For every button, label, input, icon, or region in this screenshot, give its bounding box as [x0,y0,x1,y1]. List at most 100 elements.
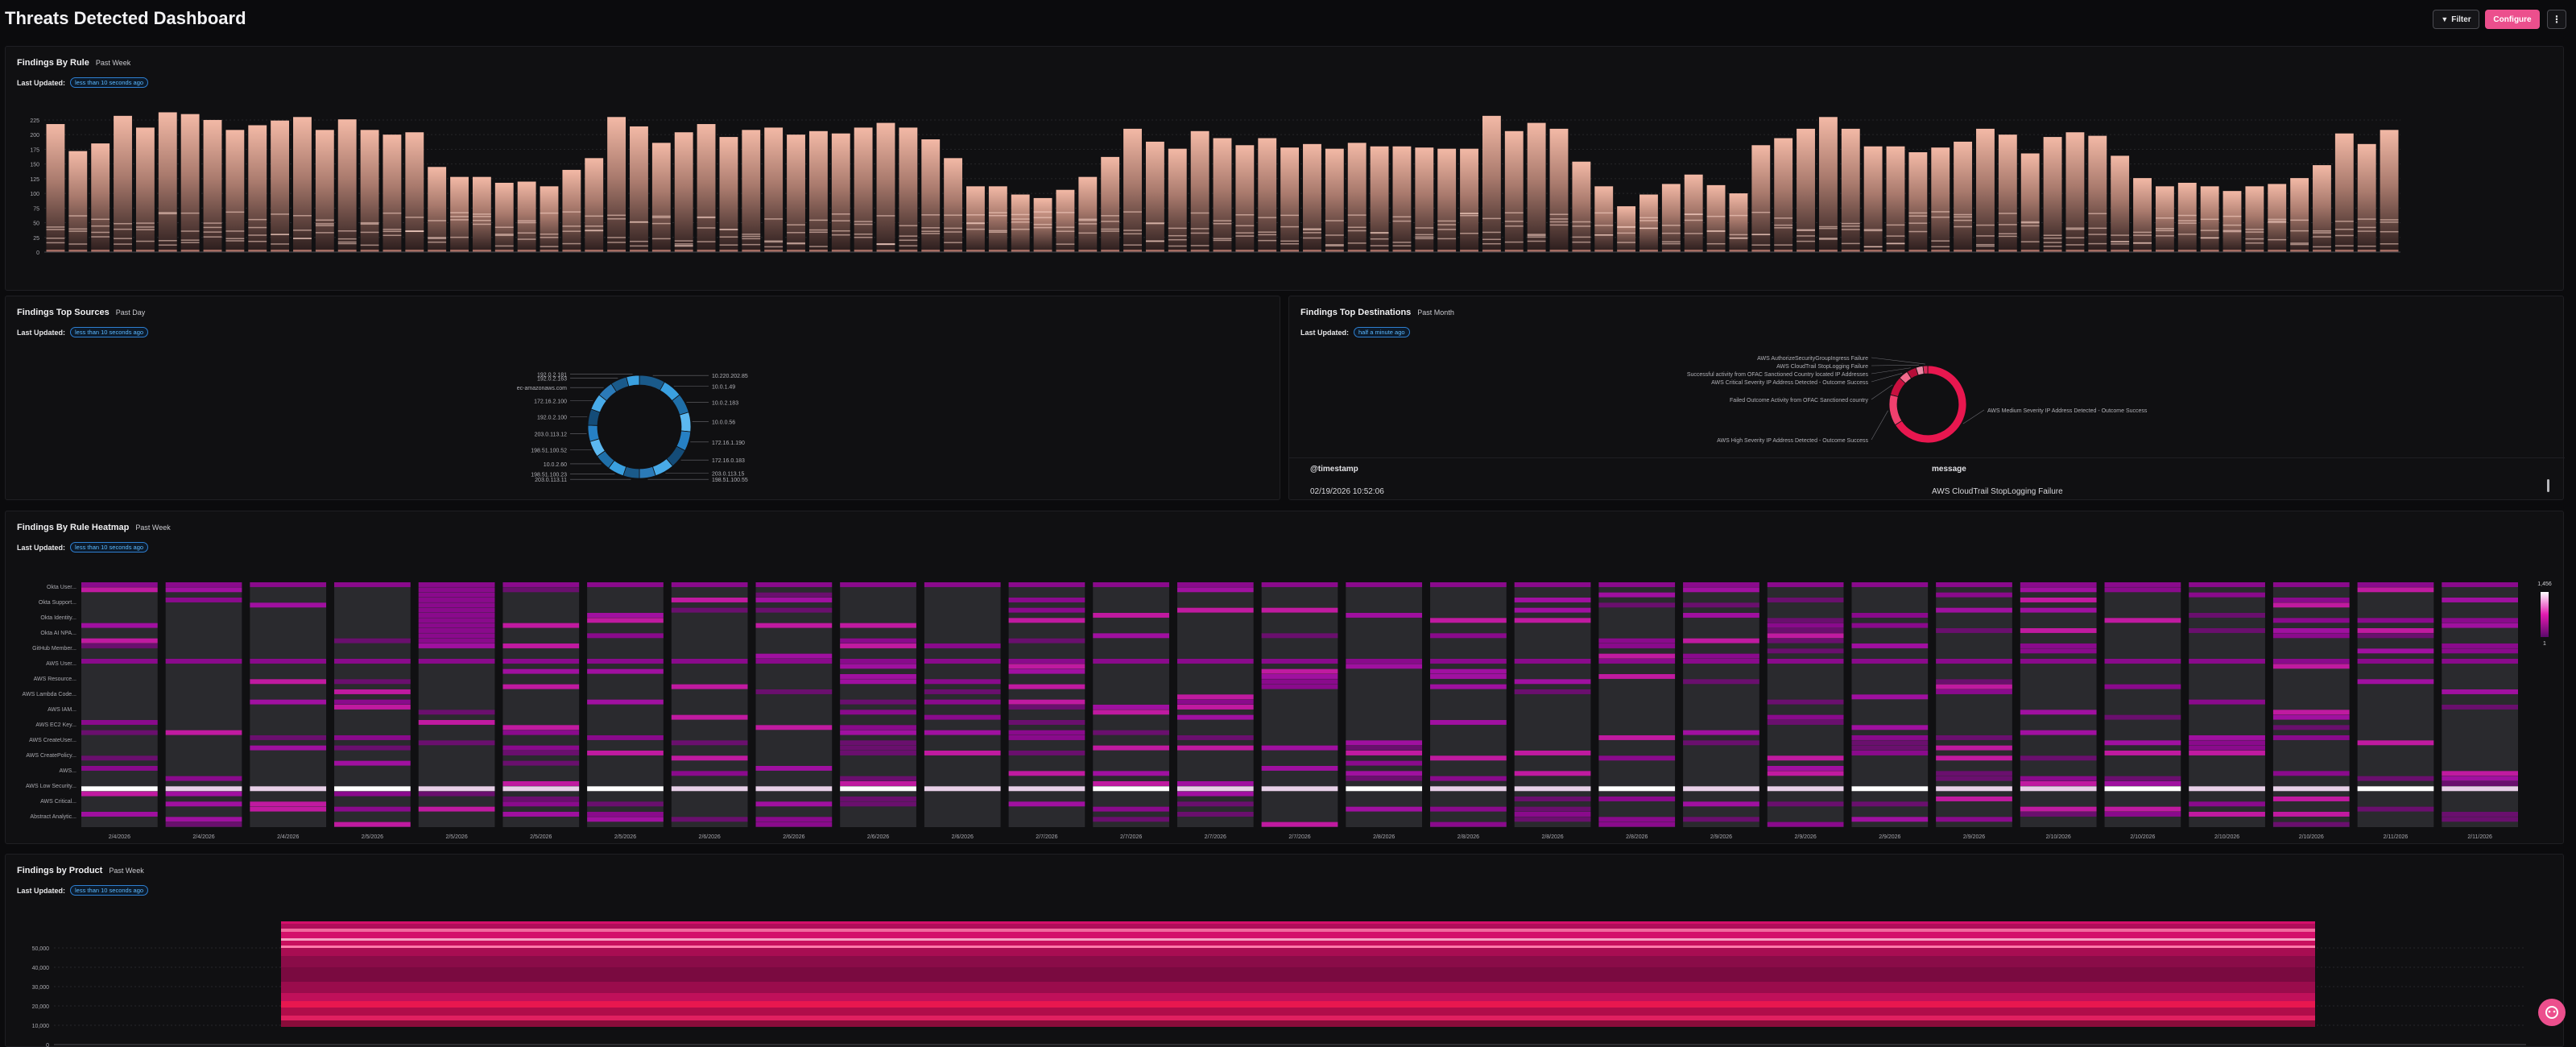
bar-segment [1527,234,1546,235]
bar [808,130,828,252]
bar-segment [1145,240,1164,242]
bar-segment [135,226,155,228]
panel-title: Findings By Rule Heatmap Past Week [17,523,171,532]
heatmap-cell [1514,598,1591,602]
heatmap-cell [1598,674,1676,679]
bar-segment [1347,214,1367,216]
configure-button[interactable]: Configure [2485,10,2540,29]
bar-segment [540,246,559,247]
bar-segment [1437,229,1457,230]
bar-segment [1572,250,1591,252]
heatmap-cell [1683,801,1759,807]
panel-findings-top-sources: Findings Top Sources Past Day Last Update… [5,296,1280,500]
y-tick-label: AWS Critical... [40,799,76,805]
heatmap-cell [1008,705,1085,710]
slice-label: 10.0.0.56 [712,420,735,426]
heatmap-cell [587,751,664,755]
bar [697,124,716,252]
bar-segment [854,233,873,235]
heatmap-cell [1430,720,1507,725]
heatmap-cell [2357,776,2434,781]
bar-segment [1549,224,1569,226]
slice-label: 10.0.2.60 [544,462,567,468]
bar-segment [1572,241,1591,243]
heatmap-cell [2020,582,2097,587]
bar-segment [225,250,245,252]
bar [2334,133,2354,252]
bar-segment [630,250,648,252]
heatmap-cell [2357,618,2434,623]
last-updated-badge[interactable]: less than 10 seconds ago [70,327,149,337]
bar [494,182,514,252]
heatmap-cell [1346,751,1423,755]
last-updated-badge[interactable]: less than 10 seconds ago [70,542,149,552]
slice-label: 172.16.0.183 [712,458,745,464]
heatmap-cell [840,674,916,679]
heatmap-column [2272,582,2350,827]
more-vertical-icon[interactable]: ⋮ [2547,10,2566,29]
filter-button[interactable]: ▼ Filter [2433,10,2479,29]
bar-segment [225,238,245,240]
heatmap-cell [418,644,495,648]
heatmap-cell [250,806,327,812]
last-updated-badge[interactable]: less than 10 seconds ago [70,77,149,88]
table-header-message[interactable]: message [1932,465,1966,474]
bar-segment [1370,250,1389,252]
bar [360,130,379,252]
bar-segment [1549,250,1569,252]
heatmap-cell [2020,781,2097,786]
bar-segment [876,215,895,217]
bar-segment [540,233,559,235]
table-header-timestamp[interactable]: @timestamp [1310,465,1358,474]
bar-segment [1392,220,1412,222]
heatmap-cell [924,644,1001,648]
y-tick-label: 225 [30,118,39,124]
bar-segment [674,240,693,242]
bar-segment [1863,250,1883,252]
bar-segment [2290,250,2309,252]
heatmap-cell [587,801,664,807]
panel-title-text: Findings Top Destinations [1300,308,1412,317]
table-scrollbar[interactable] [2547,479,2549,492]
donut-slice [626,375,640,387]
bar-segment [2133,242,2152,244]
bar-segment [1190,212,1209,214]
bar-segment [337,242,357,245]
bar-segment [248,226,267,229]
assistant-icon [2545,1006,2558,1019]
last-updated-badge[interactable]: half a minute ago [1354,327,1410,337]
heatmap-cell [334,638,411,644]
assistant-button[interactable] [2538,999,2566,1026]
heatmap-cell [587,786,664,792]
bar-segment [585,226,604,227]
bar-segment [248,240,267,242]
heatmap-cell [1093,633,1169,639]
heatmap-cell [1767,582,1844,587]
slice-label: 203.0.113.12 [535,432,567,437]
heatmap-cell [2272,633,2350,639]
heatmap-cell [1176,801,1254,807]
bar-segment [1863,230,1883,232]
bar-segment [1976,224,1995,226]
bar-segment [966,214,985,216]
y-tick-label: 0 [36,250,39,256]
bar [1954,141,1973,252]
bar-segment [450,219,469,221]
bar-segment [651,215,671,217]
bar-segment [494,234,514,237]
y-tick-label: AWS EC2 Key... [35,722,76,728]
bar-segment [562,242,581,245]
bar-segment [315,250,334,252]
area-band [281,941,2315,946]
heatmap-cell [1767,699,1844,705]
heatmap-cell [2104,812,2181,817]
heatmap-cell [1851,740,1929,746]
bar-segment [1998,224,2017,226]
heatmap-cell [587,735,664,740]
heatmap-cell [334,791,411,797]
bar [1617,206,1636,252]
bar-segment [1258,217,1277,218]
last-updated-badge[interactable]: less than 10 seconds ago [70,885,149,896]
bar-segment [2177,220,2197,221]
bar-segment [1751,250,1771,252]
